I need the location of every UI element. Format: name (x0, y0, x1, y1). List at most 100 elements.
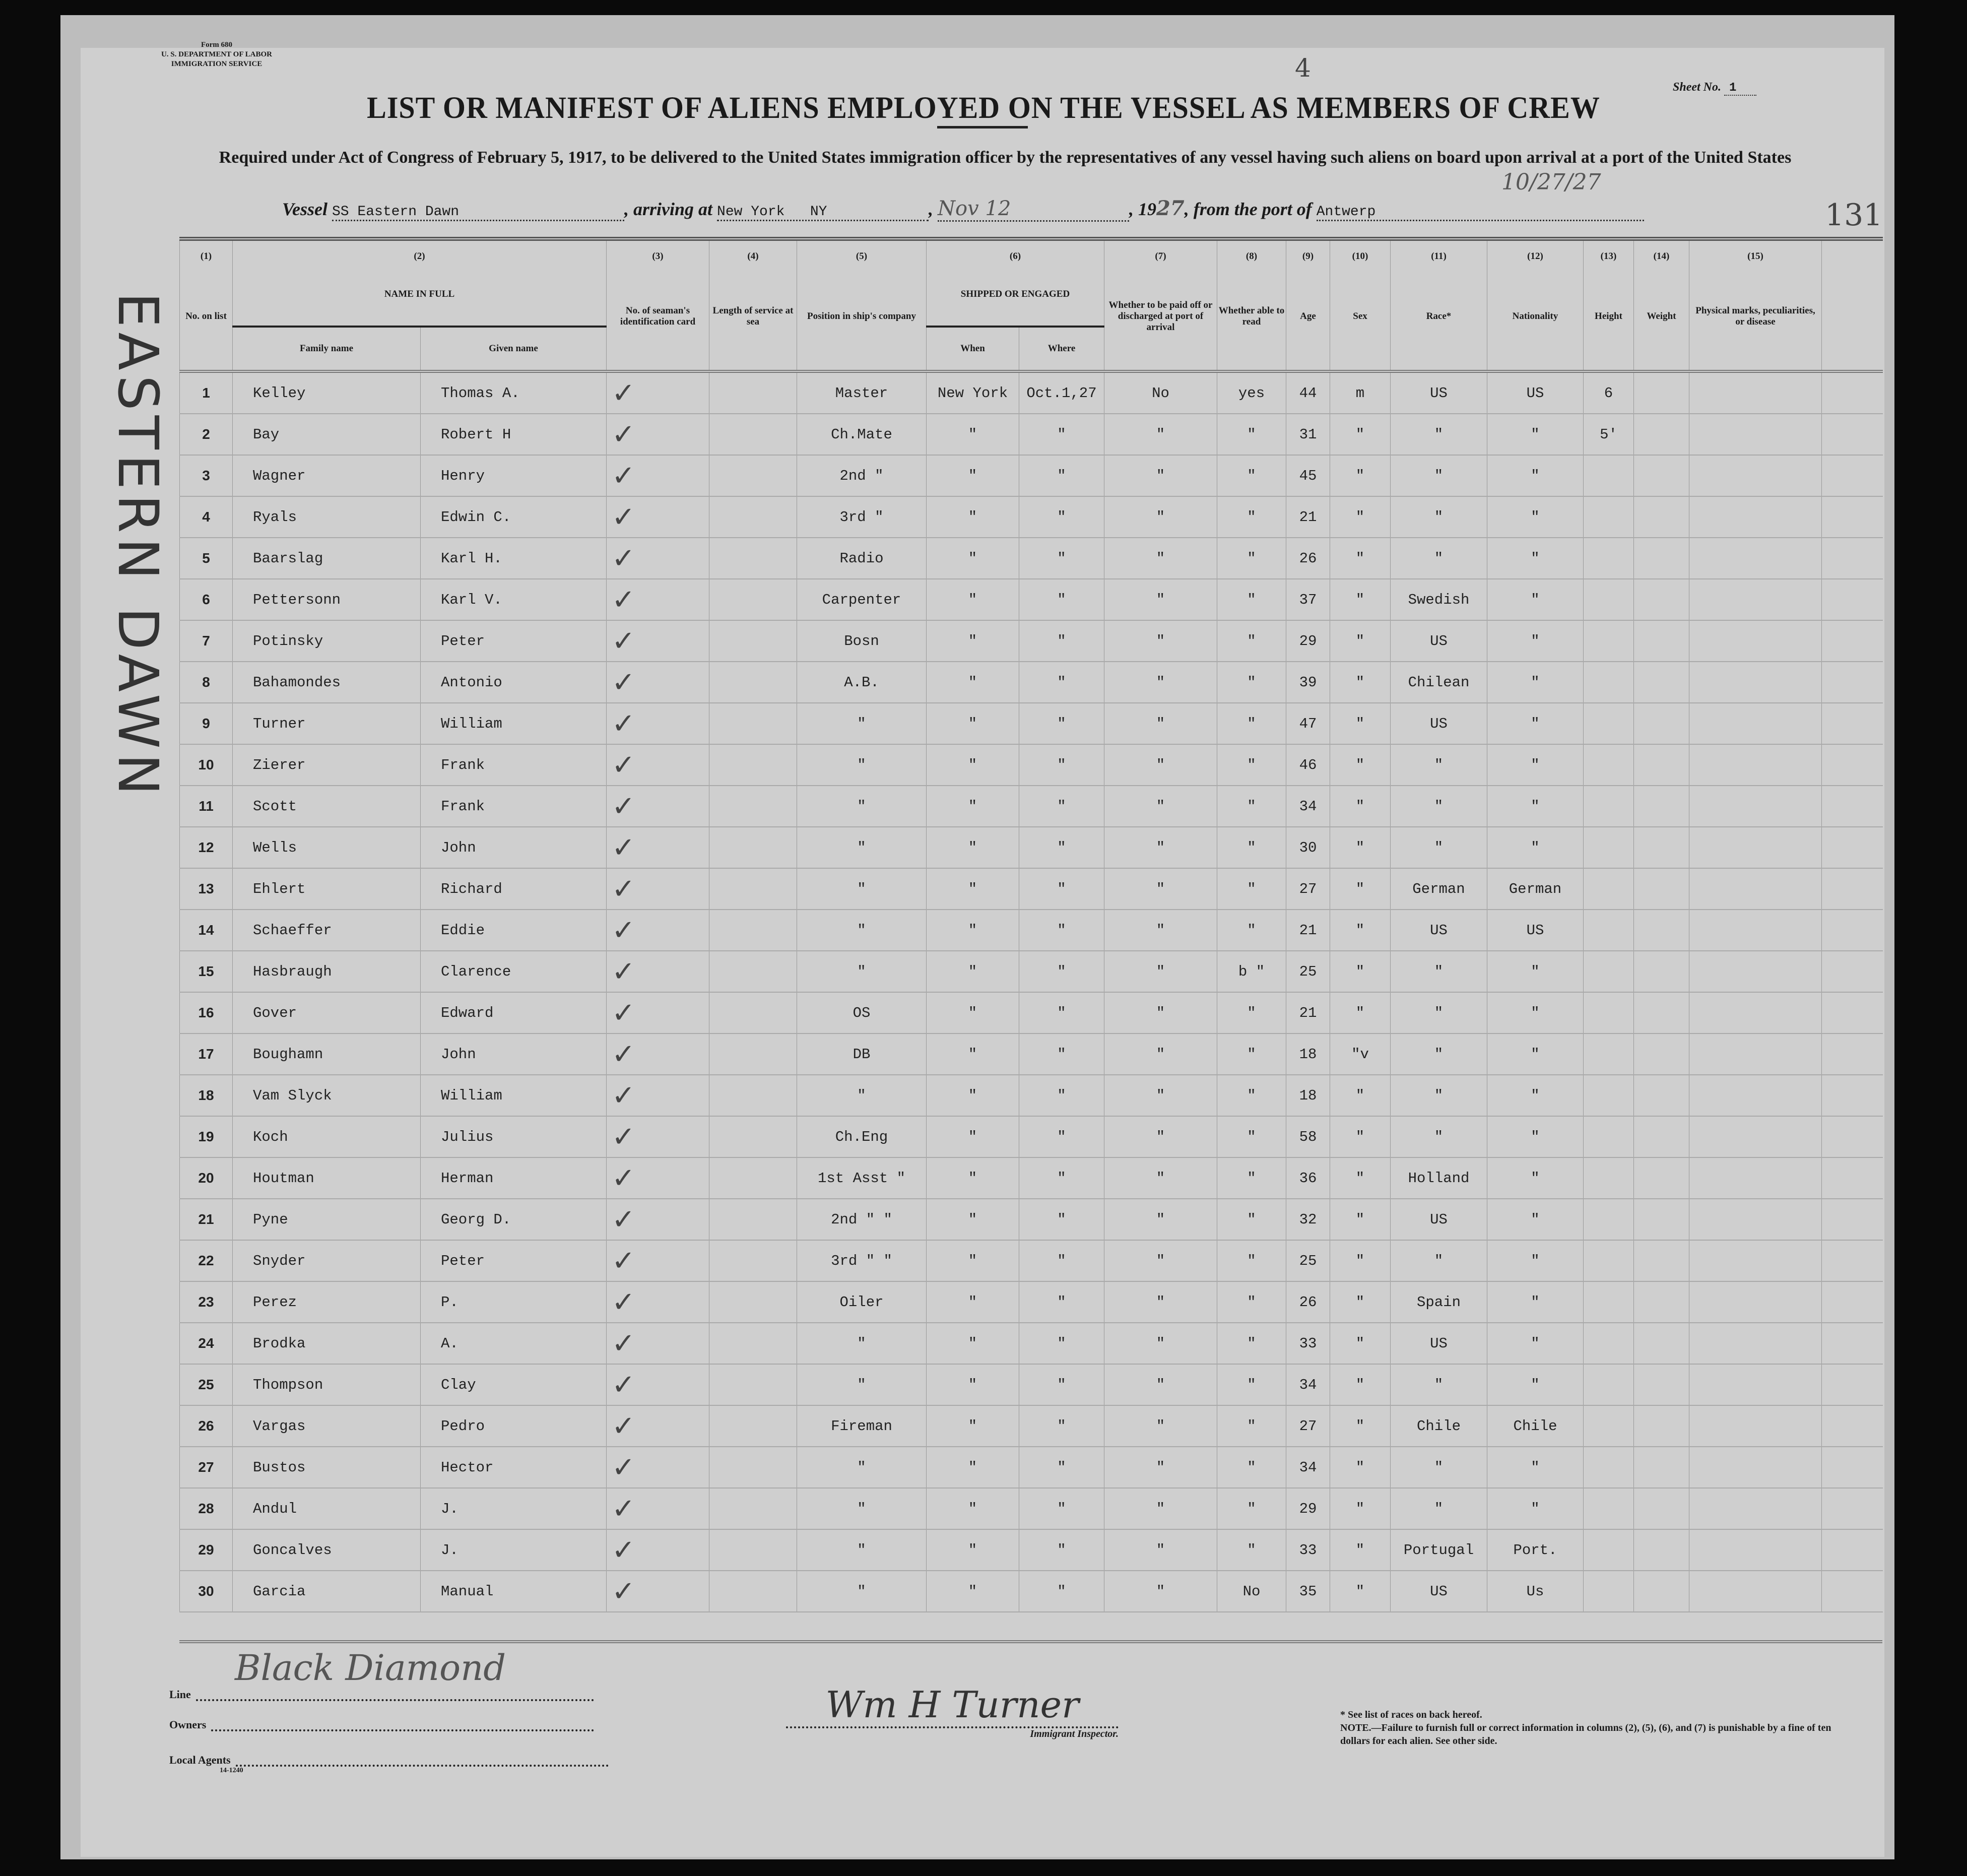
cell-height (1583, 579, 1634, 620)
checkmark-icon: ✓ (606, 868, 709, 910)
cell-when: " (926, 1405, 1019, 1447)
line-value: Black Diamond (235, 1647, 506, 1689)
cell-given: Eddie (420, 910, 607, 951)
cell-nat: " (1487, 1281, 1584, 1323)
cell-pos: " (797, 910, 927, 951)
cell-nat: " (1487, 1157, 1584, 1199)
title-rule (937, 126, 1028, 128)
cell-given: Hector (420, 1447, 607, 1488)
cell-height: 5' (1583, 414, 1634, 455)
cell-len (709, 1571, 797, 1612)
cell-weight (1633, 868, 1689, 910)
cell-family: Pettersonn (232, 579, 421, 620)
table-row: 1 Kelley Thomas A. ✓ Master New York Oct.1,27 N… (179, 371, 1883, 414)
cell-x (1821, 1240, 1883, 1281)
cell-height (1583, 538, 1634, 579)
cell-x (1821, 827, 1883, 868)
cell-when: " (926, 1281, 1019, 1323)
cell-pos: " (797, 744, 927, 786)
cell-x (1821, 786, 1883, 827)
cell-nat: " (1487, 455, 1584, 496)
cell-where: " (1019, 1405, 1104, 1447)
cell-given: Clarence (420, 951, 607, 992)
cell-weight (1633, 992, 1689, 1033)
cell-no: 19 (179, 1116, 233, 1157)
cell-height (1583, 455, 1634, 496)
cell-marks (1689, 910, 1822, 951)
cell-age: 27 (1286, 1405, 1330, 1447)
cell-family: Goncalves (232, 1529, 421, 1571)
date-field: Nov 12 (938, 197, 1130, 222)
cell-pos: " (797, 786, 927, 827)
cell-read: " (1217, 1075, 1286, 1116)
cell-given: John (420, 827, 607, 868)
cell-marks (1689, 868, 1822, 910)
cell-race: " (1390, 1447, 1487, 1488)
cell-race: " (1390, 414, 1487, 455)
cell-age: 33 (1286, 1323, 1330, 1364)
signature: Wm H Turner (786, 1683, 1119, 1728)
cell-read: " (1217, 1116, 1286, 1157)
cell-sex: " (1330, 620, 1391, 662)
cell-marks (1689, 371, 1822, 414)
cell-marks (1689, 1488, 1822, 1529)
col-read: Whether able to read (1217, 263, 1286, 371)
cell-no: 5 (179, 538, 233, 579)
cell-where: " (1019, 1488, 1104, 1529)
table-row: 3 Wagner Henry ✓ 2nd " " " " " 45 " " " (179, 455, 1883, 496)
table-row: 24 Brodka A. ✓ " " " " " 33 " US " (179, 1323, 1883, 1364)
cell-when: " (926, 1571, 1019, 1612)
cell-x (1821, 951, 1883, 992)
cell-paid: " (1104, 786, 1217, 827)
cell-no: 10 (179, 744, 233, 786)
form-identifier: Form 680 U. S. DEPARTMENT OF LABOR IMMIG… (146, 40, 287, 69)
cell-height (1583, 620, 1634, 662)
cell-read: " (1217, 786, 1286, 827)
cell-age: 32 (1286, 1199, 1330, 1240)
checkmark-icon: ✓ (606, 951, 709, 992)
cell-height (1583, 1199, 1634, 1240)
checkmark-icon: ✓ (606, 744, 709, 786)
col-race: Race* (1390, 263, 1487, 371)
cell-nat: " (1487, 1240, 1584, 1281)
cell-read: b " (1217, 951, 1286, 992)
col-sex: Sex (1330, 263, 1391, 371)
cell-where: " (1019, 662, 1104, 703)
cell-no: 9 (179, 703, 233, 744)
cell-weight (1633, 1488, 1689, 1529)
cell-age: 25 (1286, 951, 1330, 992)
cell-read: " (1217, 1281, 1286, 1323)
cell-age: 30 (1286, 827, 1330, 868)
cell-where: " (1019, 620, 1104, 662)
cell-weight (1633, 1447, 1689, 1488)
cell-len (709, 1199, 797, 1240)
checkmark-icon: ✓ (606, 620, 709, 662)
table-row: 5 Baarslag Karl H. ✓ Radio " " " " 26 " " " (179, 538, 1883, 579)
cell-age: 35 (1286, 1571, 1330, 1612)
cell-when: " (926, 1033, 1019, 1075)
cell-when: " (926, 1364, 1019, 1405)
cell-height (1583, 1116, 1634, 1157)
cell-no: 7 (179, 620, 233, 662)
cell-nat: US (1487, 910, 1584, 951)
cell-sex: " (1330, 1571, 1391, 1612)
cell-age: 34 (1286, 1364, 1330, 1405)
cell-where: " (1019, 1447, 1104, 1488)
cell-no: 22 (179, 1240, 233, 1281)
cell-sex: " (1330, 1240, 1391, 1281)
cell-where: " (1019, 1199, 1104, 1240)
cell-weight (1633, 744, 1689, 786)
cell-race: " (1390, 1488, 1487, 1529)
cell-sex: " (1330, 827, 1391, 868)
cell-age: 25 (1286, 1240, 1330, 1281)
table-row: 4 Ryals Edwin C. ✓ 3rd " " " " " 21 " " " (179, 496, 1883, 538)
col-age: Age (1286, 263, 1330, 371)
cell-paid: " (1104, 1116, 1217, 1157)
cell-family: Koch (232, 1116, 421, 1157)
cell-weight (1633, 620, 1689, 662)
cell-pos: 2nd " " (797, 1199, 927, 1240)
checkmark-icon: ✓ (606, 1571, 709, 1612)
cell-weight (1633, 910, 1689, 951)
cell-len (709, 414, 797, 455)
cell-len (709, 1447, 797, 1488)
